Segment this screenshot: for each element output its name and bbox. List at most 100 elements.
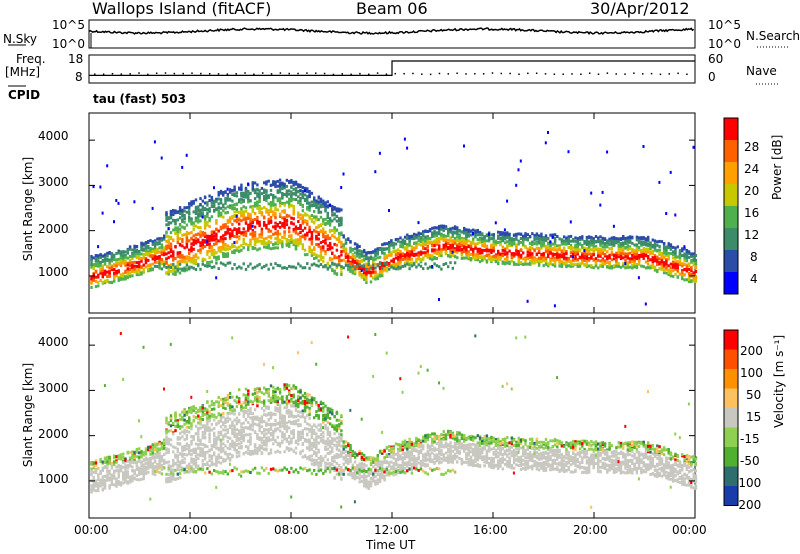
- data-cell: [674, 262, 677, 266]
- data-cell: [569, 260, 573, 264]
- data-cell: [669, 247, 673, 251]
- data-cell: [247, 212, 250, 216]
- data-cell: [565, 258, 568, 262]
- data-cell: [183, 220, 186, 224]
- data-cell: [183, 246, 186, 250]
- data-cell: [192, 256, 195, 260]
- data-cell: [169, 210, 173, 214]
- data-cell: [315, 216, 318, 220]
- data-cell: [601, 251, 604, 255]
- data-cell: [440, 248, 443, 252]
- data-cell: [267, 194, 270, 198]
- data-cell: [331, 219, 334, 223]
- data-cell: [381, 264, 384, 268]
- data-cell: [108, 457, 111, 461]
- data-cell: [285, 184, 289, 188]
- freq-unit-label: [MHz]: [5, 65, 41, 79]
- data-cell: [483, 244, 486, 248]
- data-cell: [260, 227, 264, 231]
- data-cell: [317, 264, 320, 268]
- data-cell: [328, 257, 332, 261]
- data-cell: [322, 230, 325, 234]
- data-cell: [240, 201, 243, 205]
- data-cell: [185, 233, 189, 237]
- data-cell: [115, 251, 118, 255]
- data-cell: [90, 258, 93, 262]
- data-cell: [438, 244, 441, 248]
- data-cell: [274, 181, 277, 185]
- data-cell: [92, 256, 95, 260]
- data-cell: [442, 229, 445, 233]
- data-cell: [322, 219, 325, 223]
- data-cell: [433, 241, 436, 245]
- data-cell: [331, 229, 334, 232]
- data-cell: [619, 237, 623, 241]
- data-cell: [251, 237, 254, 241]
- data-cell: [601, 258, 604, 262]
- data-cell: [160, 156, 163, 160]
- data-cell: [467, 245, 470, 249]
- data-cell: [476, 233, 479, 237]
- data-cell: [581, 245, 584, 249]
- freq-tick-bottom: 8: [75, 70, 83, 84]
- data-cell: [531, 232, 534, 236]
- data-cell: [126, 267, 129, 271]
- data-cell: [181, 267, 184, 271]
- data-cell: [110, 482, 114, 486]
- data-cell: [569, 247, 573, 251]
- data-cell: [510, 255, 514, 259]
- data-cell: [97, 254, 100, 258]
- data-cell: [178, 216, 182, 220]
- data-cell: [669, 271, 673, 275]
- data-cell: [597, 258, 600, 262]
- data-cell: [381, 261, 384, 265]
- nave-dot: [306, 72, 308, 74]
- data-cell: [156, 261, 159, 264]
- data-cell: [319, 245, 323, 249]
- data-cell: [574, 239, 577, 243]
- nave-dot: [191, 72, 193, 74]
- data-cell: [442, 239, 445, 242]
- data-cell: [460, 230, 464, 234]
- data-cell: [178, 271, 182, 275]
- data-cell: [592, 244, 595, 248]
- data-cell: [465, 232, 468, 236]
- data-cell: [403, 257, 407, 261]
- data-cell: [592, 241, 595, 245]
- data-cell: [233, 188, 236, 192]
- data-cell: [288, 234, 291, 238]
- power-ytick: 1000: [38, 265, 69, 279]
- data-cell: [151, 249, 154, 253]
- data-cell: [610, 247, 614, 250]
- data-cell: [463, 244, 466, 248]
- data-cell: [131, 254, 134, 258]
- data-cell: [562, 246, 566, 250]
- data-cell: [556, 249, 559, 253]
- data-cell: [549, 262, 552, 266]
- data-cell: [194, 261, 198, 265]
- data-cell: [263, 205, 266, 209]
- data-cell: [249, 215, 252, 218]
- data-cell: [263, 241, 266, 245]
- data-cell: [276, 184, 279, 188]
- data-cell: [99, 459, 102, 463]
- data-cell: [201, 215, 204, 219]
- data-cell: [128, 268, 132, 272]
- data-cell: [619, 242, 623, 246]
- data-cell: [408, 239, 411, 243]
- data-cell: [124, 472, 127, 476]
- data-cell: [126, 472, 129, 476]
- nave-dot: [500, 72, 503, 75]
- data-cell: [326, 214, 329, 218]
- data-cell: [612, 254, 616, 257]
- data-cell: [251, 229, 254, 232]
- data-cell: [113, 469, 116, 473]
- data-cell: [499, 257, 502, 261]
- data-cell: [210, 230, 214, 234]
- velocity-ytick: 2000: [38, 427, 69, 441]
- data-cell: [308, 225, 311, 229]
- data-cell: [306, 207, 309, 211]
- data-cell: [188, 231, 191, 235]
- data-cell: [503, 241, 507, 245]
- data-cell: [226, 228, 229, 232]
